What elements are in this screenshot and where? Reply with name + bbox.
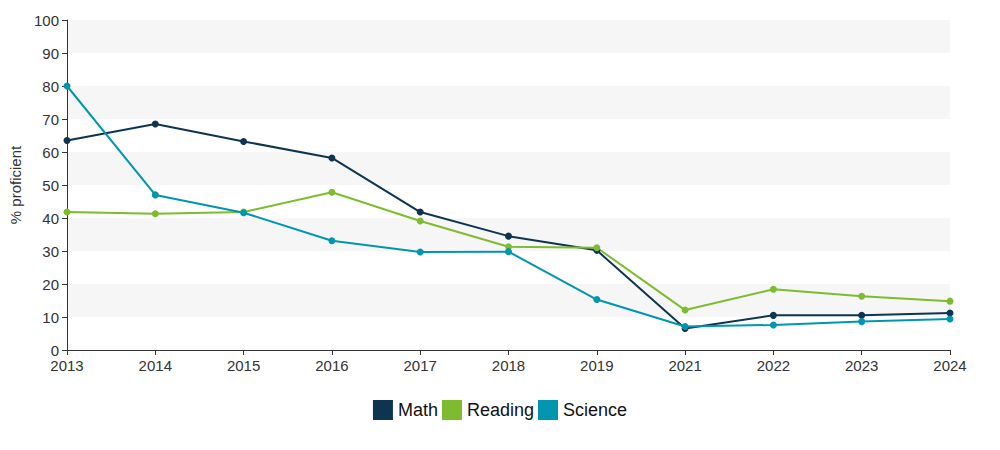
svg-text:90: 90 [42,45,59,62]
svg-text:60: 60 [42,144,59,161]
svg-text:Reading: Reading [467,400,534,420]
svg-text:2014: 2014 [139,357,172,374]
svg-text:10: 10 [42,309,59,326]
svg-text:2024: 2024 [933,357,966,374]
svg-text:% proficient: % proficient [7,145,24,224]
svg-text:70: 70 [42,111,59,128]
svg-text:2021: 2021 [668,357,701,374]
svg-text:2015: 2015 [227,357,260,374]
svg-text:Math: Math [398,400,438,420]
svg-text:2017: 2017 [404,357,437,374]
svg-text:2019: 2019 [580,357,613,374]
svg-text:50: 50 [42,177,59,194]
svg-text:2023: 2023 [845,357,878,374]
svg-text:80: 80 [42,78,59,95]
svg-text:30: 30 [42,243,59,260]
svg-text:100: 100 [34,12,59,29]
svg-text:2018: 2018 [492,357,525,374]
svg-text:Science: Science [563,400,627,420]
svg-text:2022: 2022 [757,357,790,374]
svg-text:40: 40 [42,210,59,227]
svg-text:0: 0 [51,342,59,359]
svg-text:2016: 2016 [315,357,348,374]
svg-text:20: 20 [42,276,59,293]
svg-text:2013: 2013 [50,357,83,374]
